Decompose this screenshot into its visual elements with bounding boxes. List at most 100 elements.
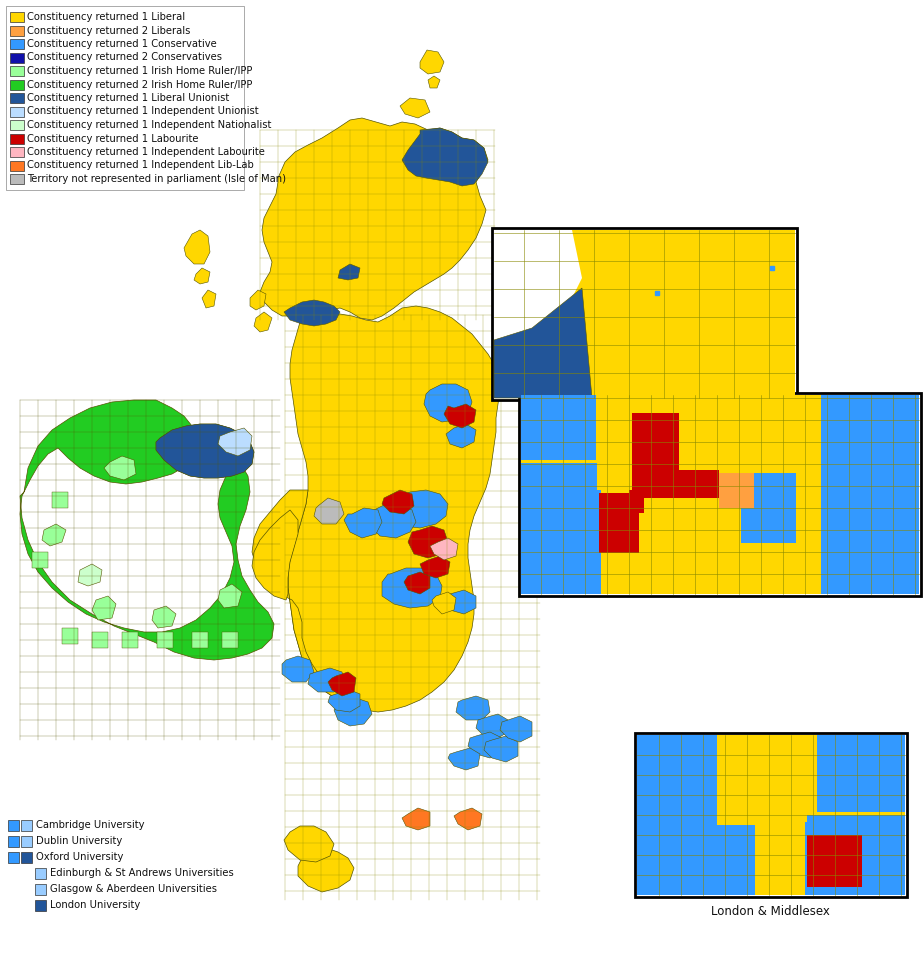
Polygon shape bbox=[420, 556, 450, 578]
Polygon shape bbox=[308, 668, 344, 692]
Polygon shape bbox=[288, 306, 500, 712]
Polygon shape bbox=[218, 428, 252, 456]
Text: Constituency returned 1 Independent Lib-Lab: Constituency returned 1 Independent Lib-… bbox=[27, 160, 254, 171]
Text: Dublin University: Dublin University bbox=[36, 836, 122, 847]
Polygon shape bbox=[284, 300, 340, 326]
Polygon shape bbox=[494, 288, 592, 398]
Bar bbox=[521, 395, 596, 460]
Text: Edinburgh & St Andrews Universities: Edinburgh & St Andrews Universities bbox=[50, 869, 234, 878]
Polygon shape bbox=[430, 538, 458, 560]
Polygon shape bbox=[404, 572, 430, 594]
Bar bbox=[637, 735, 717, 827]
Bar bbox=[492, 228, 797, 400]
Polygon shape bbox=[444, 404, 476, 428]
Bar bbox=[8, 852, 19, 863]
Polygon shape bbox=[156, 424, 254, 478]
Polygon shape bbox=[254, 312, 272, 332]
Polygon shape bbox=[194, 268, 210, 284]
Text: Constituency returned 1 Independent Nationalist: Constituency returned 1 Independent Nati… bbox=[27, 120, 272, 130]
Polygon shape bbox=[400, 98, 430, 118]
Bar bbox=[10, 12, 24, 22]
Text: Constituency returned 1 Independent Labourite: Constituency returned 1 Independent Labo… bbox=[27, 147, 265, 157]
Bar bbox=[637, 825, 757, 895]
Polygon shape bbox=[260, 118, 488, 320]
Bar bbox=[10, 66, 24, 76]
Polygon shape bbox=[420, 50, 444, 74]
Bar bbox=[10, 39, 24, 49]
Bar bbox=[637, 735, 905, 895]
Polygon shape bbox=[382, 568, 442, 608]
Text: Constituency returned 1 Independent Unionist: Constituency returned 1 Independent Unio… bbox=[27, 106, 259, 116]
Polygon shape bbox=[92, 632, 108, 648]
Text: Constituency returned 1 Liberal Unionist: Constituency returned 1 Liberal Unionist bbox=[27, 93, 229, 103]
Polygon shape bbox=[202, 290, 216, 308]
Bar bbox=[639, 513, 719, 594]
Bar bbox=[755, 820, 805, 895]
Bar bbox=[10, 160, 24, 171]
Polygon shape bbox=[282, 656, 314, 682]
Text: Constituency returned 2 Irish Home Ruler/IPP: Constituency returned 2 Irish Home Ruler… bbox=[27, 80, 252, 89]
Bar bbox=[717, 735, 807, 822]
Polygon shape bbox=[338, 264, 360, 280]
Polygon shape bbox=[382, 490, 414, 514]
Polygon shape bbox=[468, 732, 502, 758]
Bar bbox=[521, 463, 601, 594]
Polygon shape bbox=[104, 456, 136, 480]
Bar bbox=[21, 836, 32, 847]
Bar bbox=[35, 868, 46, 879]
Bar bbox=[10, 80, 24, 89]
Polygon shape bbox=[298, 848, 354, 892]
Polygon shape bbox=[328, 672, 356, 696]
Text: Constituency returned 2 Liberals: Constituency returned 2 Liberals bbox=[27, 26, 190, 35]
Polygon shape bbox=[62, 628, 78, 644]
Polygon shape bbox=[222, 632, 238, 648]
Polygon shape bbox=[184, 230, 210, 264]
Text: Cambridge University: Cambridge University bbox=[36, 821, 144, 830]
Polygon shape bbox=[32, 552, 48, 568]
Polygon shape bbox=[456, 696, 490, 720]
Bar bbox=[10, 147, 24, 157]
Polygon shape bbox=[122, 632, 138, 648]
Bar bbox=[679, 395, 724, 470]
Polygon shape bbox=[428, 76, 440, 88]
Polygon shape bbox=[92, 596, 116, 620]
Bar bbox=[494, 230, 795, 398]
Polygon shape bbox=[20, 400, 274, 660]
Bar bbox=[521, 395, 919, 594]
Bar bbox=[597, 395, 632, 490]
Bar bbox=[10, 120, 24, 130]
Bar bbox=[10, 174, 24, 184]
Polygon shape bbox=[157, 632, 173, 648]
Bar bbox=[519, 393, 921, 596]
Polygon shape bbox=[42, 524, 66, 546]
Polygon shape bbox=[432, 592, 456, 614]
Bar bbox=[629, 413, 719, 498]
Polygon shape bbox=[344, 508, 382, 538]
Polygon shape bbox=[500, 716, 532, 742]
Text: London & Middlesex: London & Middlesex bbox=[711, 905, 830, 918]
Polygon shape bbox=[402, 128, 488, 186]
Bar bbox=[10, 133, 24, 144]
Polygon shape bbox=[78, 564, 102, 586]
Polygon shape bbox=[390, 490, 448, 528]
Polygon shape bbox=[424, 384, 472, 422]
Bar bbox=[817, 735, 905, 812]
Polygon shape bbox=[448, 748, 480, 770]
Bar bbox=[741, 473, 796, 543]
Text: London University: London University bbox=[50, 901, 140, 910]
Bar bbox=[35, 884, 46, 895]
Bar bbox=[599, 493, 644, 553]
Bar bbox=[635, 733, 907, 897]
Polygon shape bbox=[334, 698, 372, 726]
Bar bbox=[10, 106, 24, 116]
Polygon shape bbox=[218, 584, 242, 608]
Polygon shape bbox=[252, 510, 298, 600]
Polygon shape bbox=[446, 424, 476, 448]
Bar bbox=[35, 900, 46, 911]
Polygon shape bbox=[484, 736, 518, 762]
Polygon shape bbox=[328, 690, 360, 712]
Bar bbox=[10, 93, 24, 103]
Polygon shape bbox=[284, 826, 334, 862]
Polygon shape bbox=[252, 490, 350, 704]
Polygon shape bbox=[152, 606, 176, 628]
